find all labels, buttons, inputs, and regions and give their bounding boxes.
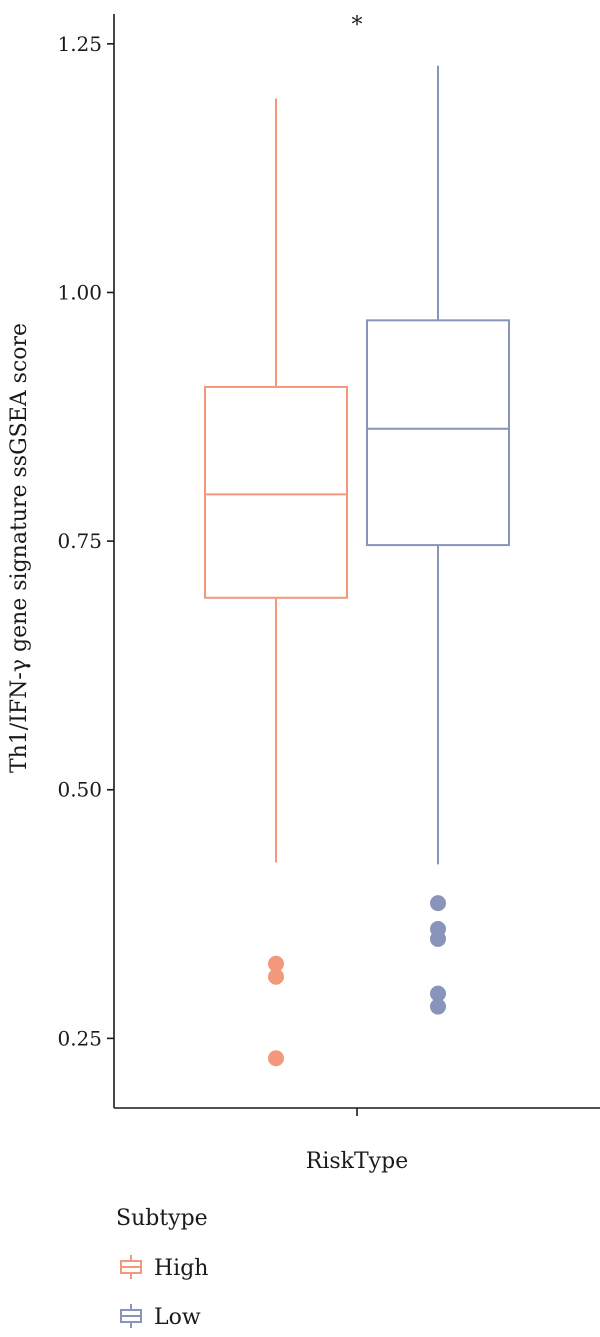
legend-item-high: High [120,1255,208,1281]
legend-label-low: Low [154,1305,201,1330]
boxes [204,65,510,1067]
y-tick-label: 1.25 [57,32,102,56]
outlier-point-high [268,955,284,972]
y-tick-label: 1.00 [57,280,102,304]
outlier-point-high [268,1050,284,1067]
axes [113,14,600,1116]
legend: Subtype High Low [116,1206,208,1330]
significance-label: * [352,13,363,38]
y-tick-label: 0.25 [57,1026,102,1050]
legend-item-low: Low [120,1304,201,1330]
outlier-point-low [430,998,446,1015]
outlier-point-low [430,985,446,1002]
legend-title: Subtype [116,1206,208,1231]
outlier-point-high [268,968,284,985]
y-ticks: 0.25 0.50 0.75 1.00 1.25 [57,32,114,1050]
box-group-low [366,65,510,1015]
y-axis-title: Th1/IFN-γ gene signature ssGSEA score [7,323,32,773]
outlier-point-low [430,895,446,912]
y-tick-label: 0.75 [57,529,102,553]
legend-label-high: High [154,1256,208,1281]
box-low [366,319,510,547]
box-group-high [204,98,348,1067]
box-high [204,385,348,599]
legend-key-high [120,1255,142,1279]
outlier-point-low [430,930,446,947]
legend-key-low [120,1304,142,1328]
x-axis-title: RiskType [306,1149,408,1174]
y-tick-label: 0.50 [57,778,102,802]
